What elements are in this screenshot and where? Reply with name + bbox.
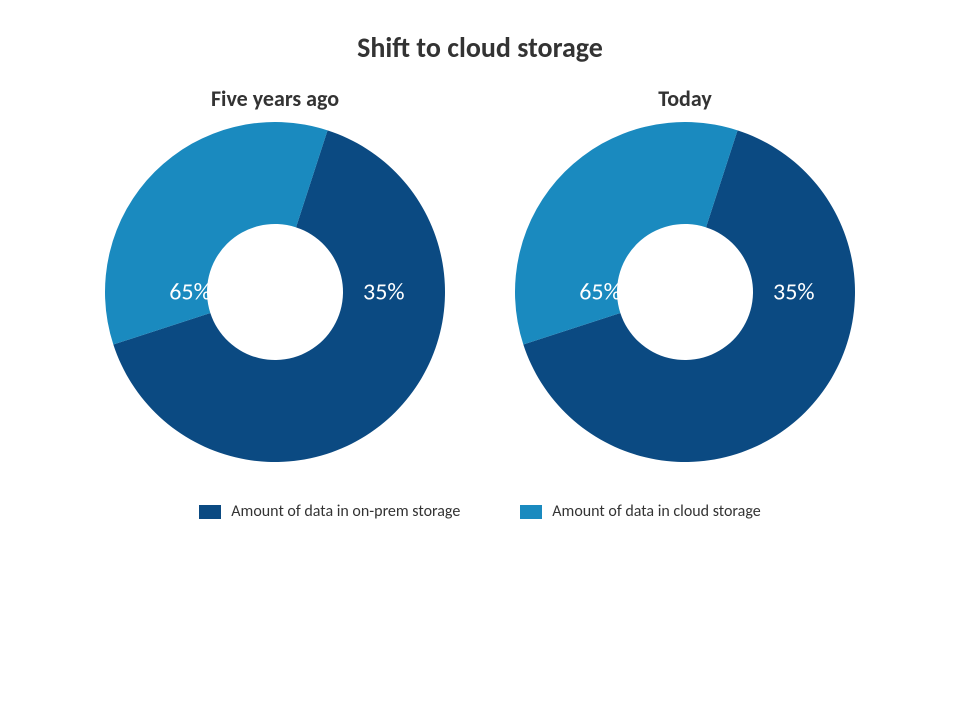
legend-item-on-prem: Amount of data in on-prem storage <box>199 502 460 521</box>
legend-item-cloud: Amount of data in cloud storage <box>520 502 760 521</box>
pct-label-cloud: 35% <box>773 278 814 307</box>
legend-label-on-prem: Amount of data in on-prem storage <box>231 502 460 521</box>
pct-label-on-prem: 65% <box>169 278 210 307</box>
chart-five-years-ago: Five years ago 65% 35% <box>105 85 445 462</box>
chart-title-today: Today <box>658 85 712 112</box>
chart-today: Today 65% 35% <box>515 85 855 462</box>
donut-today: 65% 35% <box>515 122 855 462</box>
page-title: Shift to cloud storage <box>357 30 603 65</box>
slice-cloud <box>105 122 328 345</box>
charts-row: Five years ago 65% 35% Today 65% 35% <box>105 85 855 462</box>
legend: Amount of data in on-prem storage Amount… <box>199 502 760 521</box>
pct-label-cloud: 35% <box>363 278 404 307</box>
legend-swatch-cloud <box>520 505 542 519</box>
chart-page: Shift to cloud storage Five years ago 65… <box>0 0 960 720</box>
donut-five-years-ago: 65% 35% <box>105 122 445 462</box>
chart-title-five-years-ago: Five years ago <box>211 85 339 112</box>
legend-label-cloud: Amount of data in cloud storage <box>552 502 760 521</box>
pct-label-on-prem: 65% <box>579 278 620 307</box>
legend-swatch-on-prem <box>199 505 221 519</box>
slice-cloud <box>515 122 738 345</box>
